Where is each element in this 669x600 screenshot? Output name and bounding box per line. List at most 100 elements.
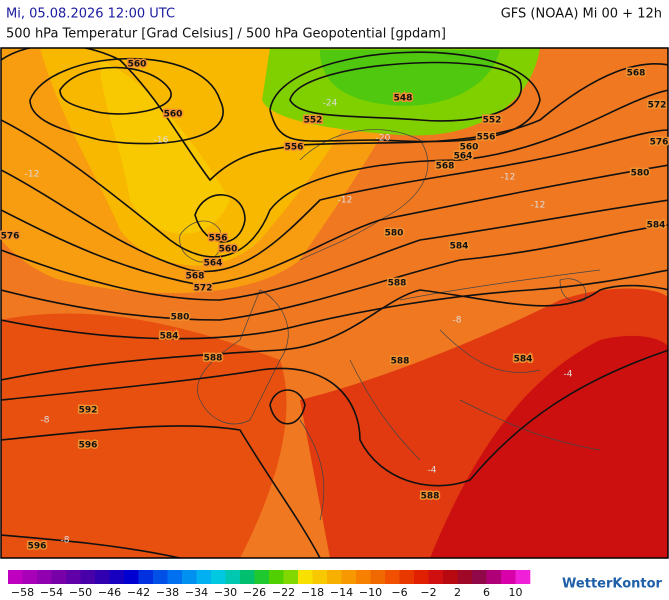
legend-swatch [472, 570, 487, 584]
legend-swatch [254, 570, 270, 584]
contour-label: 556 [477, 133, 496, 143]
contour-label: 584 [514, 355, 533, 365]
legend-swatch [167, 570, 183, 584]
contour-label: 568 [186, 272, 205, 282]
legend-swatch [8, 570, 23, 584]
contour-label: 568 [627, 69, 646, 79]
legend-swatch [428, 570, 444, 584]
legend-swatch [95, 570, 110, 584]
legend-swatch [370, 570, 386, 584]
contour-label: 596 [28, 542, 47, 552]
legend-label: −50 [69, 586, 92, 599]
legend-label: −10 [359, 586, 382, 599]
legend-swatch [66, 570, 81, 584]
contour-label: 588 [388, 279, 407, 289]
isotherm-label: -8 [61, 536, 70, 546]
legend-swatch [196, 570, 212, 584]
contour-label: 552 [483, 116, 502, 126]
coastlines [179, 129, 601, 521]
legend-swatch [211, 570, 226, 584]
contour-label: 580 [631, 169, 650, 179]
contour-label: 596 [79, 441, 98, 451]
legend-swatch [457, 570, 473, 584]
contour-label: 556 [285, 143, 304, 153]
legend-label: −34 [185, 586, 208, 599]
contour-label: 560 [128, 60, 147, 70]
legend-label: −46 [98, 586, 121, 599]
contour-label: 588 [204, 354, 223, 364]
legend-swatch [312, 570, 328, 584]
header-title: Mi, 05.08.2026 12:00 UTC [6, 7, 175, 22]
contour-label: 548 [394, 94, 413, 104]
contour-label: 584 [647, 221, 666, 231]
contour-label: 588 [421, 492, 440, 502]
legend-swatch [385, 570, 400, 584]
contour-label: 572 [194, 284, 213, 294]
contour-label: 552 [304, 116, 323, 126]
map-frame [0, 47, 669, 559]
isotherm-label: -4 [428, 466, 437, 476]
legend-swatch [22, 570, 38, 584]
legend-swatch [327, 570, 342, 584]
contour-label: 560 [219, 245, 238, 255]
legend-swatch [80, 570, 96, 584]
map [0, 47, 669, 559]
legend-swatch [341, 570, 357, 584]
header-subtitle: 500 hPa Temperatur [Grad Celsius] / 500 … [6, 27, 446, 42]
temp-field [320, 50, 500, 106]
contour-label: 576 [650, 138, 669, 148]
contour-label: 584 [160, 332, 179, 342]
isotherm-label: -24 [323, 99, 338, 109]
legend-swatch [283, 570, 299, 584]
contour-label: 568 [436, 162, 455, 172]
legend-label: −42 [127, 586, 150, 599]
isotherm-label: -8 [453, 316, 462, 326]
legend-swatch [182, 570, 197, 584]
contour-label: 564 [204, 259, 223, 269]
legend-swatch [153, 570, 168, 584]
legend-swatch [138, 570, 154, 584]
contour-label: 560 [460, 143, 479, 153]
contour-label: 560 [164, 110, 183, 120]
header-model: GFS (NOAA) Mi 00 + 12h [501, 7, 662, 22]
isotherm-label: -4 [564, 370, 573, 380]
legend-label: 10 [509, 586, 523, 599]
temp-field [1, 313, 287, 558]
temp-field [100, 60, 230, 234]
legend-swatch [225, 570, 241, 584]
isotherm-label: -12 [25, 170, 40, 180]
brand-logo: WetterKontor [562, 577, 663, 592]
color-legend: −58 −54 −50 −46 −42 −38 −34 −30 −26 −22 −18 −14 −10−… [8, 570, 531, 599]
legend-swatch [501, 570, 516, 584]
legend-swatch [443, 570, 458, 584]
legend-label: −18 [301, 586, 324, 599]
legend-swatch [269, 570, 284, 584]
legend-swatch [37, 570, 52, 584]
isotherm-label: -8 [41, 416, 50, 426]
legend-swatch [356, 570, 371, 584]
legend-swatch [51, 570, 67, 584]
legend-swatch [414, 570, 429, 584]
legend-label: −26 [243, 586, 266, 599]
legend-swatch [124, 570, 139, 584]
geopotential-contours [1, 48, 668, 558]
contour-label: 580 [385, 229, 404, 239]
contour-label: 572 [648, 101, 667, 111]
isotherm-label: -16 [154, 136, 169, 146]
contour-label: 584 [450, 242, 469, 252]
isotherm-label: -12 [531, 201, 546, 211]
legend-label: −58 [11, 586, 34, 599]
legend-label: −22 [272, 586, 295, 599]
temp-field [430, 335, 668, 558]
legend-swatch [399, 570, 415, 584]
legend-label: 6 [483, 586, 490, 599]
legend-swatch [240, 570, 255, 584]
legend-label: −38 [156, 586, 179, 599]
legend-swatch [486, 570, 502, 584]
contour-label: 576 [1, 232, 20, 242]
contour-labels: 5605605565525485525565605645685685725765… [0, 58, 669, 553]
isotherm-label: -12 [501, 173, 516, 183]
legend-label: −54 [40, 586, 63, 599]
legend-label: −14 [330, 586, 353, 599]
